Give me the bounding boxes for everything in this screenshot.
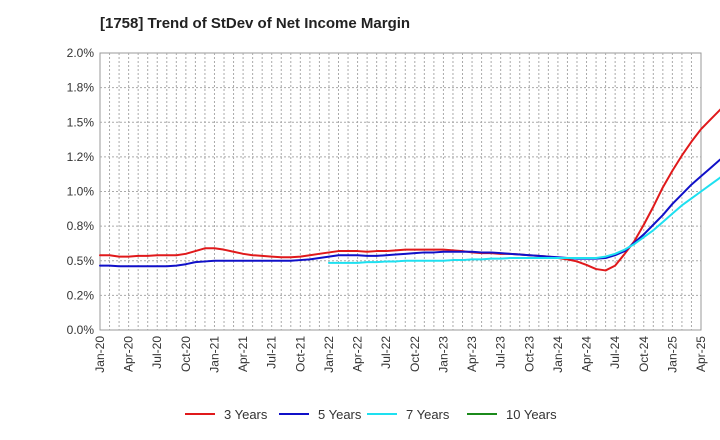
x-tick-label: Jan-24 bbox=[551, 336, 565, 373]
x-tick-label: Apr-20 bbox=[122, 336, 136, 372]
x-tick-label: Apr-22 bbox=[351, 336, 365, 372]
legend-label: 3 Years bbox=[224, 407, 268, 422]
series-line-7-years bbox=[327, 176, 720, 264]
x-tick-label: Jan-20 bbox=[93, 336, 107, 373]
legend-label: 10 Years bbox=[506, 407, 557, 422]
x-tick-label: Oct-23 bbox=[522, 336, 536, 372]
x-tick-label: Jul-24 bbox=[608, 336, 622, 369]
x-tick-label: Oct-20 bbox=[179, 336, 193, 372]
y-tick-label: 0.8% bbox=[67, 219, 95, 233]
y-tick-label: 0.5% bbox=[67, 254, 95, 268]
y-tick-label: 0.2% bbox=[67, 288, 95, 302]
x-tick-label: Jan-21 bbox=[207, 336, 221, 373]
legend-label: 7 Years bbox=[406, 407, 450, 422]
x-axis-ticks: Jan-20 Apr-20 Jul-20 Oct-20 Jan-21 Apr-21 Jul-… bbox=[93, 336, 708, 373]
x-tick-label: Apr-23 bbox=[465, 336, 479, 372]
x-tick-label: Apr-21 bbox=[236, 336, 250, 372]
x-tick-label: Jul-22 bbox=[379, 336, 393, 369]
grid-lines bbox=[100, 53, 701, 330]
x-tick-label: Jul-20 bbox=[150, 336, 164, 369]
x-tick-label: Oct-24 bbox=[637, 336, 651, 372]
y-tick-label: 2.0% bbox=[67, 46, 95, 60]
x-tick-label: Jan-25 bbox=[665, 336, 679, 373]
y-tick-label: 1.0% bbox=[67, 185, 95, 199]
x-tick-label: Jul-21 bbox=[265, 336, 279, 369]
y-tick-label: 1.2% bbox=[67, 150, 95, 164]
series-line-3-years bbox=[99, 108, 720, 272]
x-tick-label: Apr-24 bbox=[580, 336, 594, 372]
x-tick-label: Jan-23 bbox=[436, 336, 450, 373]
y-tick-label: 1.5% bbox=[67, 115, 95, 129]
series-line-5-years bbox=[99, 158, 720, 268]
y-axis-ticks: 0.0% 0.2% 0.5% 0.8% 1.0% 1.2% 1.5% 1.8% 2.0% bbox=[67, 46, 95, 337]
x-tick-label: Jan-22 bbox=[322, 336, 336, 373]
y-tick-label: 0.0% bbox=[67, 323, 95, 337]
legend-label: 5 Years bbox=[318, 407, 362, 422]
x-tick-label: Oct-21 bbox=[293, 336, 307, 372]
x-tick-label: Jul-23 bbox=[494, 336, 508, 369]
series-lines bbox=[99, 108, 720, 272]
legend: 3 Years 5 Years 7 Years 10 Years bbox=[185, 407, 557, 422]
x-tick-label: Oct-22 bbox=[408, 336, 422, 372]
chart-title: [1758] Trend of StDev of Net Income Marg… bbox=[100, 15, 411, 32]
y-tick-label: 1.8% bbox=[67, 81, 95, 95]
x-tick-label: Apr-25 bbox=[694, 336, 708, 372]
